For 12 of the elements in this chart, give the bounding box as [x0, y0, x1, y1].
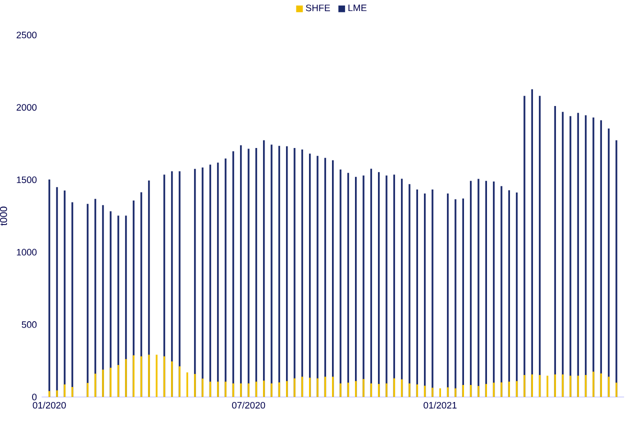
- y-tick-label: 500: [22, 321, 37, 328]
- y-tick-label: 1500: [16, 176, 37, 184]
- legend-label: SHFE: [306, 4, 330, 12]
- y-tick-label: 2500: [16, 32, 37, 38]
- x-tick-label: 07/2020: [232, 402, 266, 409]
- x-tick-label: 01/2020: [32, 402, 66, 409]
- y-axis-title: t000: [0, 206, 8, 226]
- y-tick-label: 1000: [16, 248, 37, 256]
- y-tick-label: 0: [32, 394, 37, 400]
- x-tick-label: 01/2021: [424, 402, 457, 409]
- legend-label: LME: [348, 4, 366, 12]
- y-tick-label: 2000: [16, 104, 37, 111]
